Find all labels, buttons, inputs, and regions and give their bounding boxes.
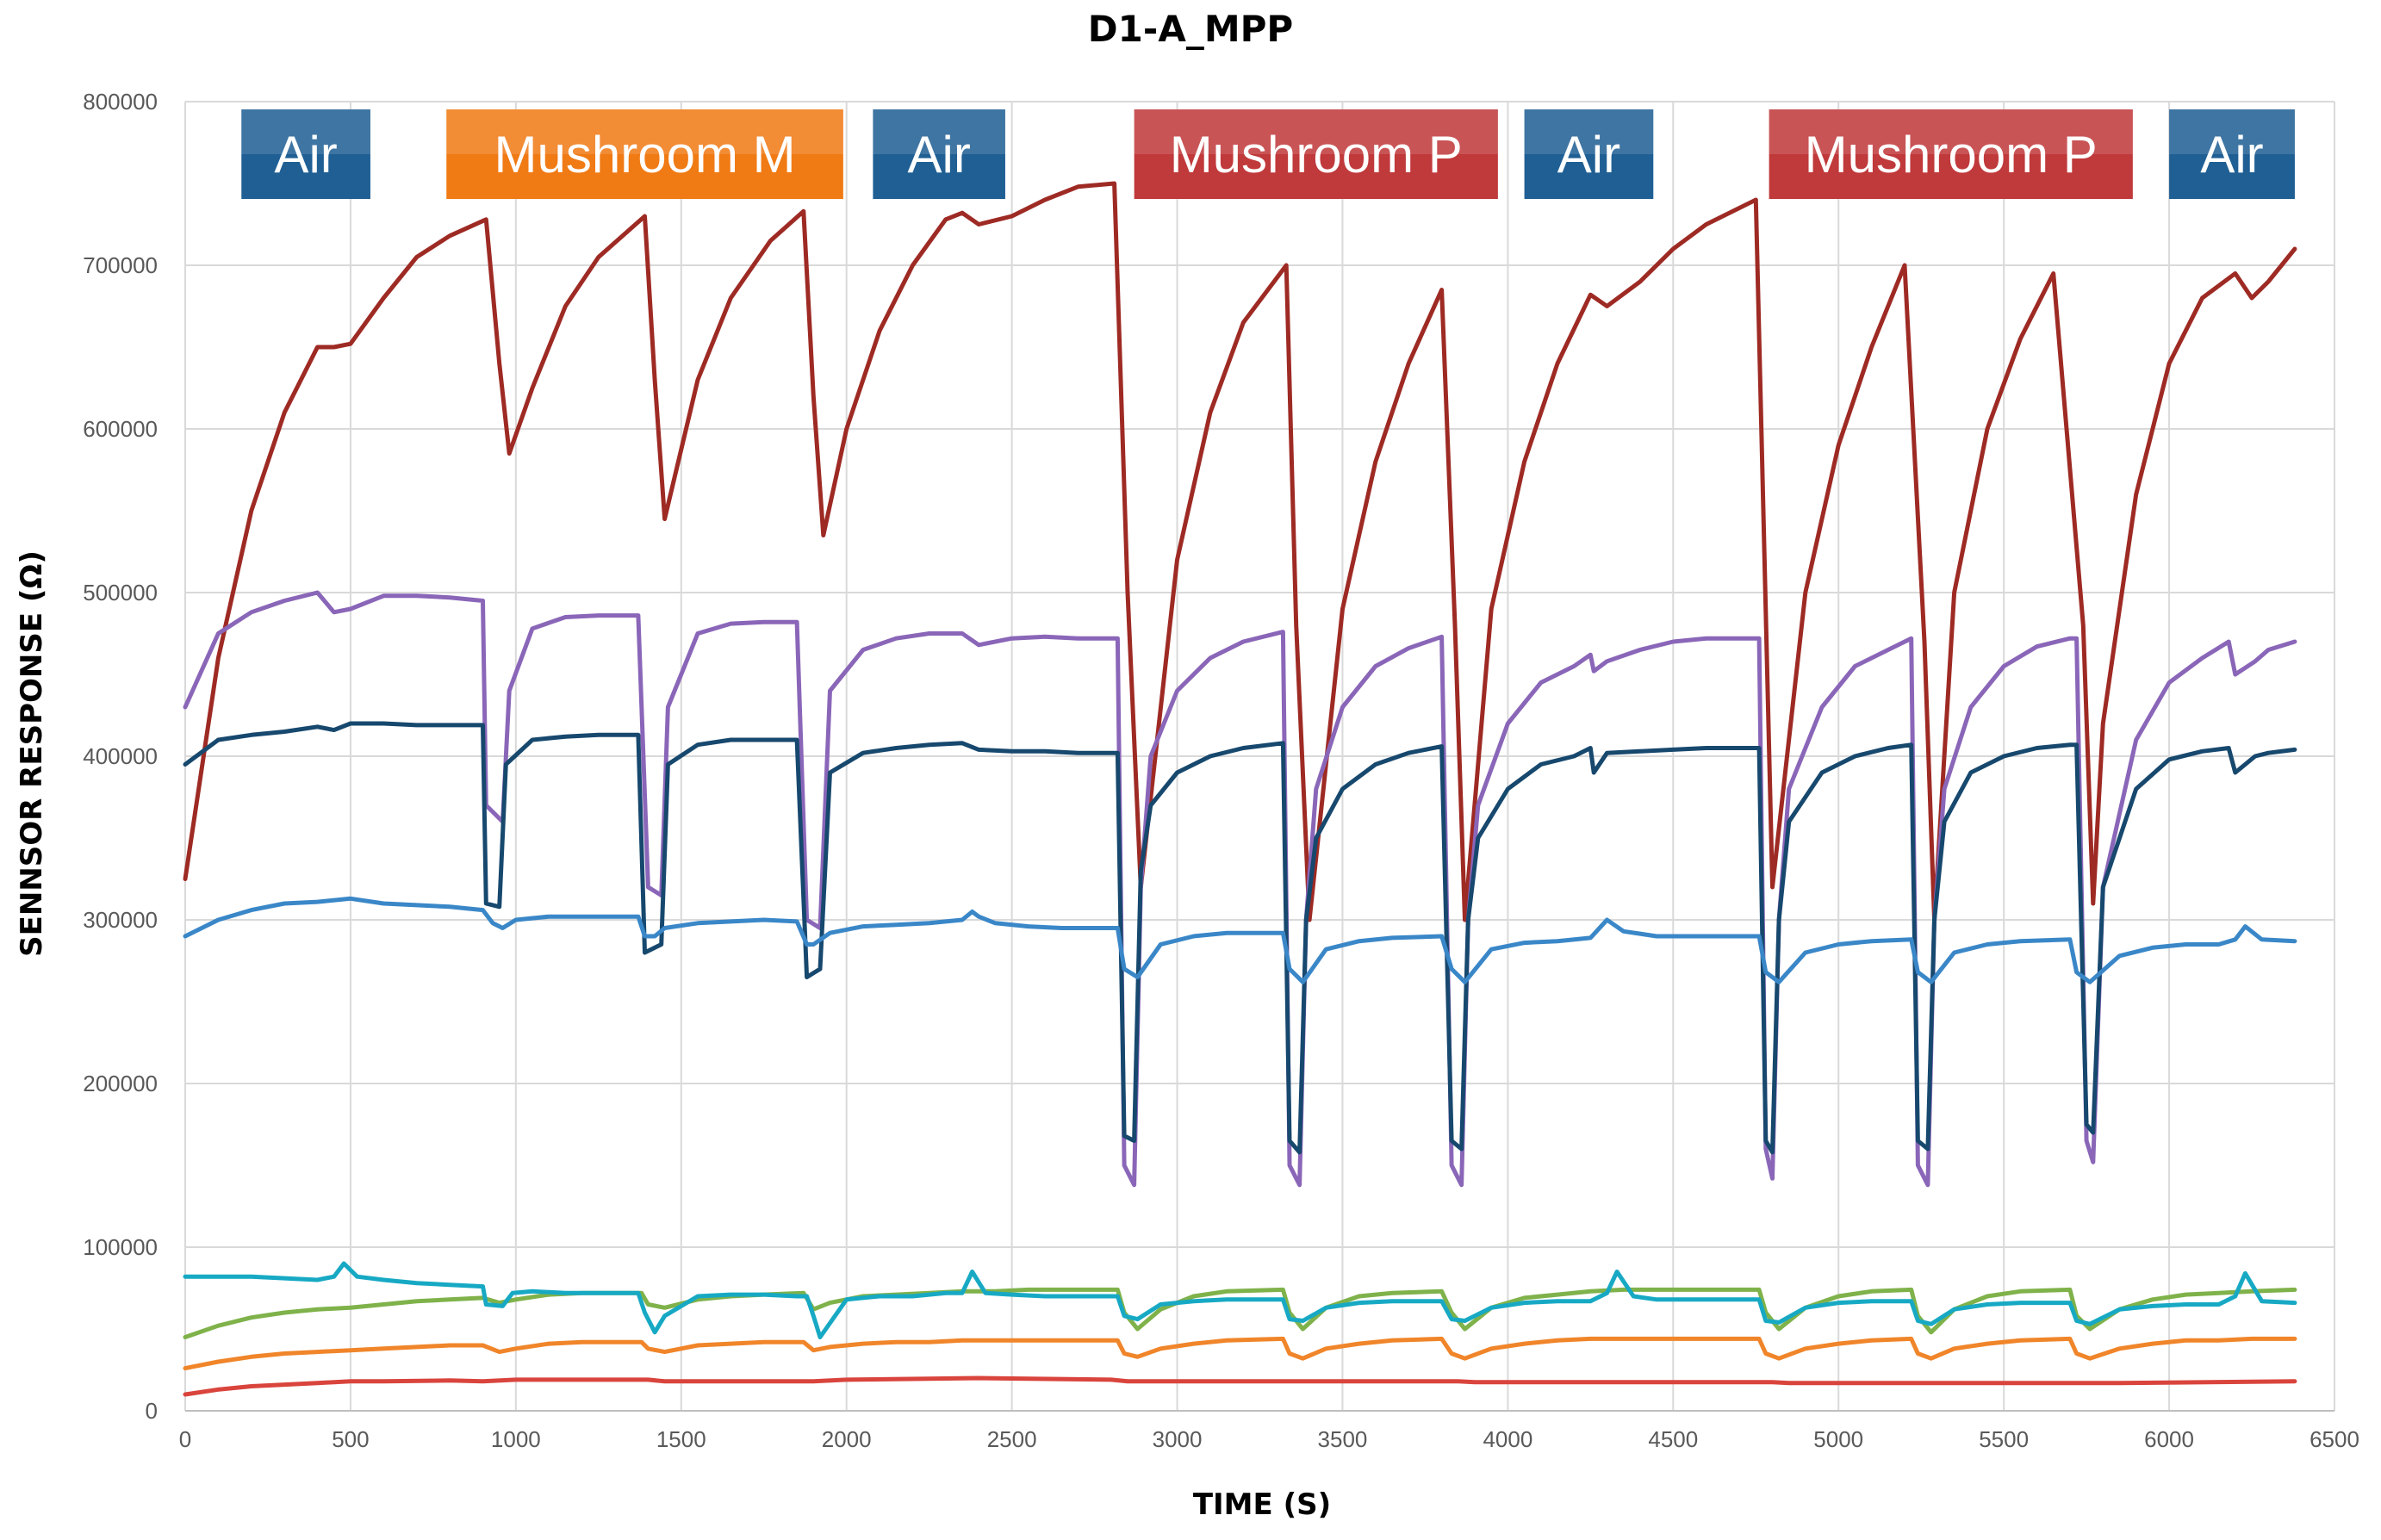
phase-box-gloss <box>1769 109 2133 154</box>
y-axis-title: SENNSOR RESPONSE (Ω) <box>15 550 49 957</box>
series-line-red <box>183 1375 2297 1397</box>
phase-label-text: Mushroom M <box>494 126 796 183</box>
phase-box-fill <box>1769 109 2133 199</box>
y-tick-label: 800000 <box>83 89 158 115</box>
phase-box-gloss <box>241 109 370 154</box>
series-line-blue <box>183 896 2297 984</box>
y-tick-label: 300000 <box>83 907 158 933</box>
y-tick-label: 0 <box>146 1398 158 1424</box>
x-tick-label: 2000 <box>822 1426 872 1452</box>
x-tick-label: 4000 <box>1483 1426 1532 1452</box>
phase-box-fill <box>1524 109 1654 199</box>
x-tick-label: 1500 <box>656 1426 706 1452</box>
series-line-cyan <box>183 1261 2297 1339</box>
y-tick-label: 200000 <box>83 1071 158 1096</box>
series-line-dark-red <box>183 181 2297 922</box>
phase-label-text: Mushroom P <box>1805 126 2098 183</box>
phase-box-fill <box>2169 109 2295 199</box>
phase-box-fill <box>241 109 370 199</box>
x-tick-label: 2500 <box>987 1426 1037 1452</box>
phase-box-gloss <box>2169 109 2295 154</box>
phase-box-gloss <box>1134 109 1498 154</box>
y-tick-label: 700000 <box>83 252 158 278</box>
phase-label-text: Mushroom P <box>1170 126 1463 183</box>
series-line-dark-blue <box>183 721 2297 1155</box>
x-tick-label: 500 <box>332 1426 369 1452</box>
phase-box-gloss <box>446 109 843 154</box>
y-tick-label: 100000 <box>83 1234 158 1260</box>
phase-label-text: Air <box>1557 126 1620 183</box>
phase-box-fill <box>873 109 1005 199</box>
phase-label-box: Mushroom M <box>446 109 843 199</box>
phase-box-gloss <box>1524 109 1654 154</box>
phase-label-box: Mushroom P <box>1769 109 2133 199</box>
phase-label-text: Air <box>907 126 970 183</box>
x-tick-label: 5500 <box>1979 1426 2029 1452</box>
x-tick-label: 4500 <box>1648 1426 1698 1452</box>
phase-label-text: Air <box>2200 126 2263 183</box>
phase-label-box: Air <box>1524 109 1654 199</box>
x-tick-label: 5000 <box>1813 1426 1863 1452</box>
phase-labels: Air Mushroom M Air Mushroom P Air Mushroom P A… <box>241 109 2295 199</box>
phase-label-text: Air <box>274 126 337 183</box>
y-tick-label: 600000 <box>83 416 158 442</box>
series-lines <box>183 181 2297 1397</box>
x-axis-title: TIME (S) <box>1193 1487 1331 1522</box>
phase-label-box: Air <box>2169 109 2295 199</box>
phase-box-gloss <box>873 109 1005 154</box>
x-tick-label: 0 <box>179 1426 191 1452</box>
phase-label-box: Air <box>241 109 370 199</box>
phase-box-fill <box>1134 109 1498 199</box>
y-tick-label: 400000 <box>83 743 158 769</box>
phase-box-fill <box>446 109 843 199</box>
phase-label-box: Air <box>873 109 1005 199</box>
y-tick-label: 500000 <box>83 580 158 605</box>
x-tick-label: 1000 <box>491 1426 541 1452</box>
axes: 0 500 1000 1500 2000 2500 3000 3500 4000 4500 5000… <box>83 89 2359 1452</box>
x-tick-label: 3500 <box>1318 1426 1368 1452</box>
series-line-purple <box>183 590 2297 1188</box>
chart-title: D1-A_MPP <box>1088 8 1293 50</box>
phase-label-box: Mushroom P <box>1134 109 1498 199</box>
series-line-orange <box>183 1336 2297 1371</box>
x-tick-label: 6500 <box>2310 1426 2359 1452</box>
x-tick-label: 6000 <box>2144 1426 2194 1452</box>
x-tick-label: 3000 <box>1153 1426 1203 1452</box>
